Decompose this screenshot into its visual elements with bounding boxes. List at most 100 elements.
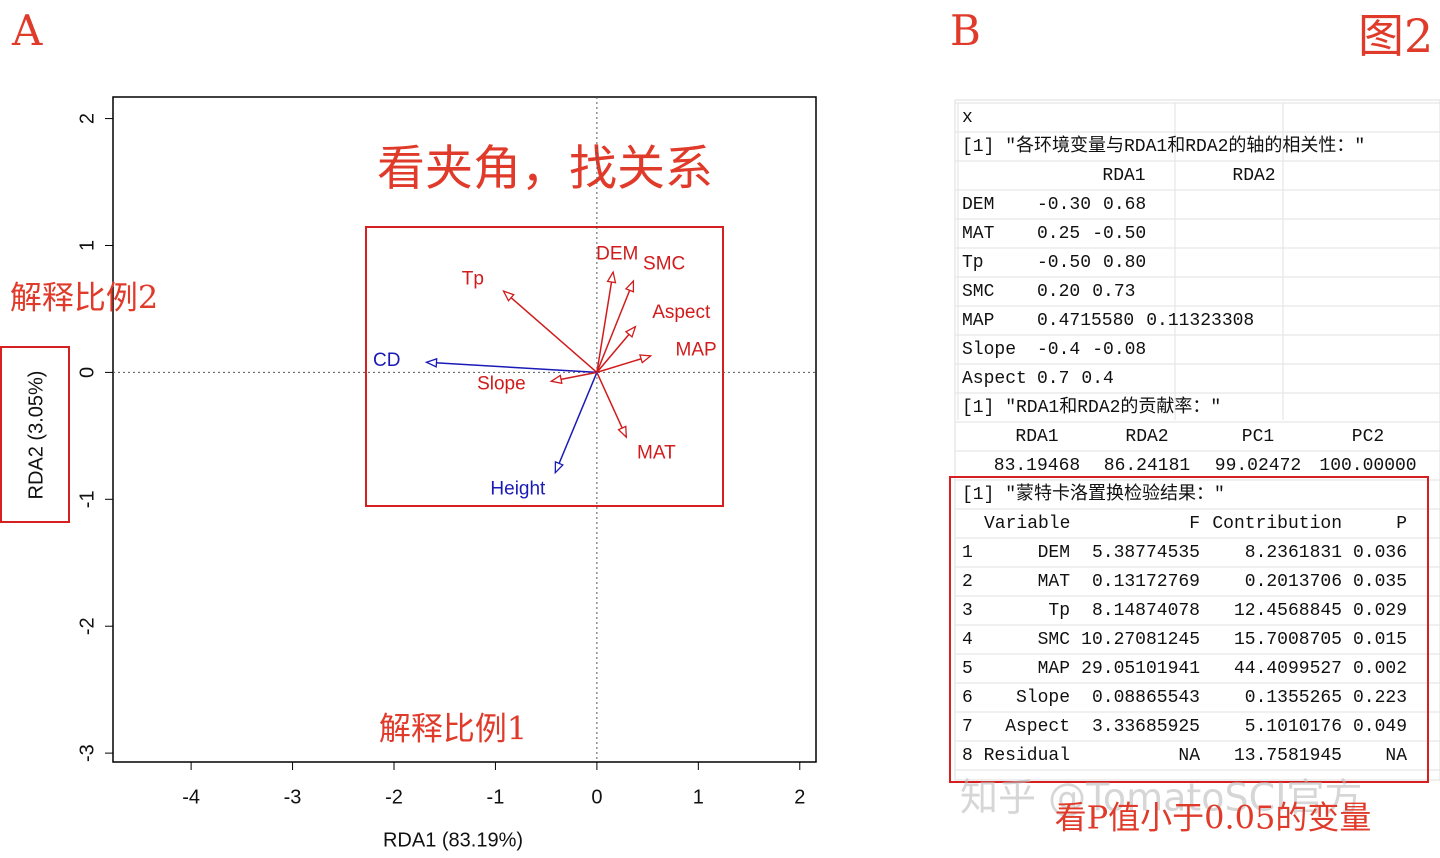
cell: 15.7008705 bbox=[1234, 630, 1342, 650]
watermark: 知乎 @TomatoSCI官方 bbox=[960, 776, 1362, 820]
cell: 0.035 bbox=[1353, 572, 1407, 592]
cell: MAP bbox=[1038, 659, 1070, 679]
cell: 0.036 bbox=[1353, 543, 1407, 563]
cell: 6 bbox=[962, 688, 973, 708]
figure-label: 图2 bbox=[1358, 9, 1433, 63]
vector bbox=[426, 361, 597, 374]
cell: [1] ″RDA1和RDA2的贡献率：″ bbox=[962, 396, 1221, 418]
cell: 0.029 bbox=[1353, 601, 1407, 621]
cell: NA bbox=[1385, 746, 1407, 766]
vector-label: Slope bbox=[477, 374, 526, 395]
cell: DEM bbox=[962, 195, 994, 215]
vector bbox=[596, 272, 614, 373]
cell: 0.7 bbox=[1037, 369, 1069, 389]
y-tick-label: 0 bbox=[76, 367, 98, 378]
cell: RDA1 bbox=[1102, 166, 1145, 186]
cell: DEM bbox=[1038, 543, 1070, 563]
cell: MAT bbox=[962, 224, 995, 244]
cell: NA bbox=[1178, 746, 1200, 766]
cell: P bbox=[1396, 514, 1407, 534]
vector bbox=[596, 372, 627, 438]
arrow-head bbox=[617, 425, 628, 439]
arrow-head bbox=[624, 325, 637, 339]
vector-label: MAP bbox=[676, 340, 717, 361]
cell: Aspect bbox=[1005, 717, 1070, 737]
cell: 10.27081245 bbox=[1081, 630, 1200, 650]
cell: [1] ″蒙特卡洛置换检验结果：″ bbox=[962, 483, 1225, 505]
cell: 5.38774535 bbox=[1092, 543, 1200, 563]
x-axis-label: RDA1 (83.19%) bbox=[383, 829, 523, 851]
x-tick-label: -4 bbox=[182, 786, 200, 808]
cell: 0.20 bbox=[1037, 282, 1080, 302]
panel-label: B bbox=[950, 6, 981, 55]
cell: 8.2361831 bbox=[1245, 543, 1342, 563]
cell: 3 bbox=[962, 601, 973, 621]
cell: 0.2013706 bbox=[1245, 572, 1342, 592]
y-axis-label: RDA2 (3.05%) bbox=[25, 371, 47, 500]
cell: RDA1 bbox=[1015, 427, 1058, 447]
cell: RDA2 bbox=[1125, 427, 1168, 447]
annotation: 看夹角，找关系 bbox=[377, 141, 713, 197]
arrow-head bbox=[502, 290, 515, 302]
y-tick-label: -2 bbox=[76, 617, 98, 635]
cell: 5.1010176 bbox=[1245, 717, 1342, 737]
arrow-head bbox=[424, 357, 438, 368]
table: x [1] ″各环境变量与RDA1和RDA2的轴的相关性：″ RDA1 RDA2 DEM… bbox=[954, 99, 1440, 781]
cell: MAP bbox=[962, 311, 994, 331]
cell: 0.13172769 bbox=[1092, 572, 1200, 592]
y-tick-label: -3 bbox=[76, 744, 98, 762]
arrow-head bbox=[549, 374, 563, 385]
cell: Contribution bbox=[1212, 514, 1342, 534]
cell: Aspect bbox=[962, 369, 1027, 389]
vector-label: DEM bbox=[596, 243, 638, 264]
cell: PC2 bbox=[1352, 427, 1384, 447]
cell: 0.80 bbox=[1103, 253, 1146, 273]
cell: 83.19468 bbox=[994, 456, 1080, 476]
annotation: 看P值小于0.05的变量 bbox=[1055, 799, 1372, 837]
cell: 99.02472 bbox=[1215, 456, 1301, 476]
annotation: 解释比例1 bbox=[379, 710, 527, 748]
cell: 0.002 bbox=[1353, 659, 1407, 679]
panel-label: A bbox=[11, 6, 43, 55]
cell: F bbox=[1189, 514, 1200, 534]
cell: 0.68 bbox=[1103, 195, 1146, 215]
cell: 0.25 bbox=[1037, 224, 1080, 244]
vector-label: Height bbox=[490, 478, 546, 499]
vector-label: MAT bbox=[637, 443, 676, 464]
cell: -0.50 bbox=[1092, 224, 1146, 244]
cell: PC1 bbox=[1242, 427, 1274, 447]
cell: x bbox=[962, 108, 973, 128]
cell: 8.14874078 bbox=[1092, 601, 1200, 621]
cell: SMC bbox=[1038, 630, 1071, 650]
cell: 0.4 bbox=[1081, 369, 1113, 389]
cell: 4 bbox=[962, 630, 973, 650]
vector-label: SMC bbox=[643, 253, 685, 274]
cell: -0.4 bbox=[1037, 340, 1080, 360]
cell: 100.00000 bbox=[1319, 456, 1416, 476]
cell: -0.30 bbox=[1037, 195, 1091, 215]
cell: Residual bbox=[984, 746, 1070, 766]
arrow-head bbox=[554, 460, 564, 475]
vector-label: Aspect bbox=[652, 302, 711, 323]
cell: 12.4568845 bbox=[1234, 601, 1342, 621]
cell: 29.05101941 bbox=[1081, 659, 1200, 679]
x-tick-label: 2 bbox=[794, 786, 805, 808]
cell: 3.33685925 bbox=[1092, 717, 1200, 737]
cell: 7 bbox=[962, 717, 973, 737]
cell: 2 bbox=[962, 572, 973, 592]
sheet bbox=[954, 99, 1440, 781]
cell: 0.049 bbox=[1353, 717, 1407, 737]
cell: Tp bbox=[1048, 601, 1070, 621]
highlight-box bbox=[365, 226, 724, 507]
vector-label: Tp bbox=[462, 268, 484, 289]
cell: 44.4099527 bbox=[1234, 659, 1342, 679]
arrow-head bbox=[606, 270, 617, 284]
y-tick-label: 2 bbox=[76, 113, 98, 124]
plot-frame bbox=[112, 96, 817, 763]
vector-label: CD bbox=[373, 350, 400, 371]
highlight-box bbox=[949, 476, 1429, 783]
cell: 1 bbox=[962, 543, 973, 563]
cell: -0.50 bbox=[1037, 253, 1091, 273]
x-tick-label: -1 bbox=[487, 786, 505, 808]
